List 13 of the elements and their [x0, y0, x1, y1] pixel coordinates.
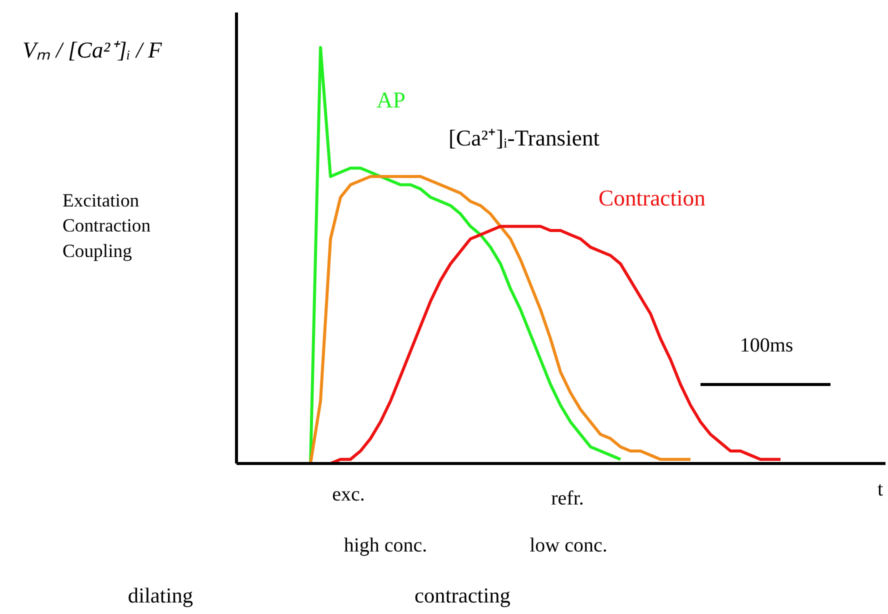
text: dilating [128, 584, 194, 608]
series-label: Contraction [598, 186, 706, 210]
text: Vₘ / [Ca²⁺]ᵢ / F [22, 38, 164, 62]
text: contracting [414, 584, 511, 608]
text: Excitation Contraction Coupling [62, 190, 152, 262]
text: refr. [551, 488, 584, 510]
text: high conc. [344, 534, 428, 556]
text: AP [376, 88, 406, 112]
text: low conc. [530, 534, 608, 556]
text: exc. [332, 484, 365, 506]
annotation: 100ms [740, 334, 794, 356]
x-axis-title: t [878, 478, 884, 500]
series-label: [Ca²⁺]ᵢ-Transient [448, 126, 600, 150]
